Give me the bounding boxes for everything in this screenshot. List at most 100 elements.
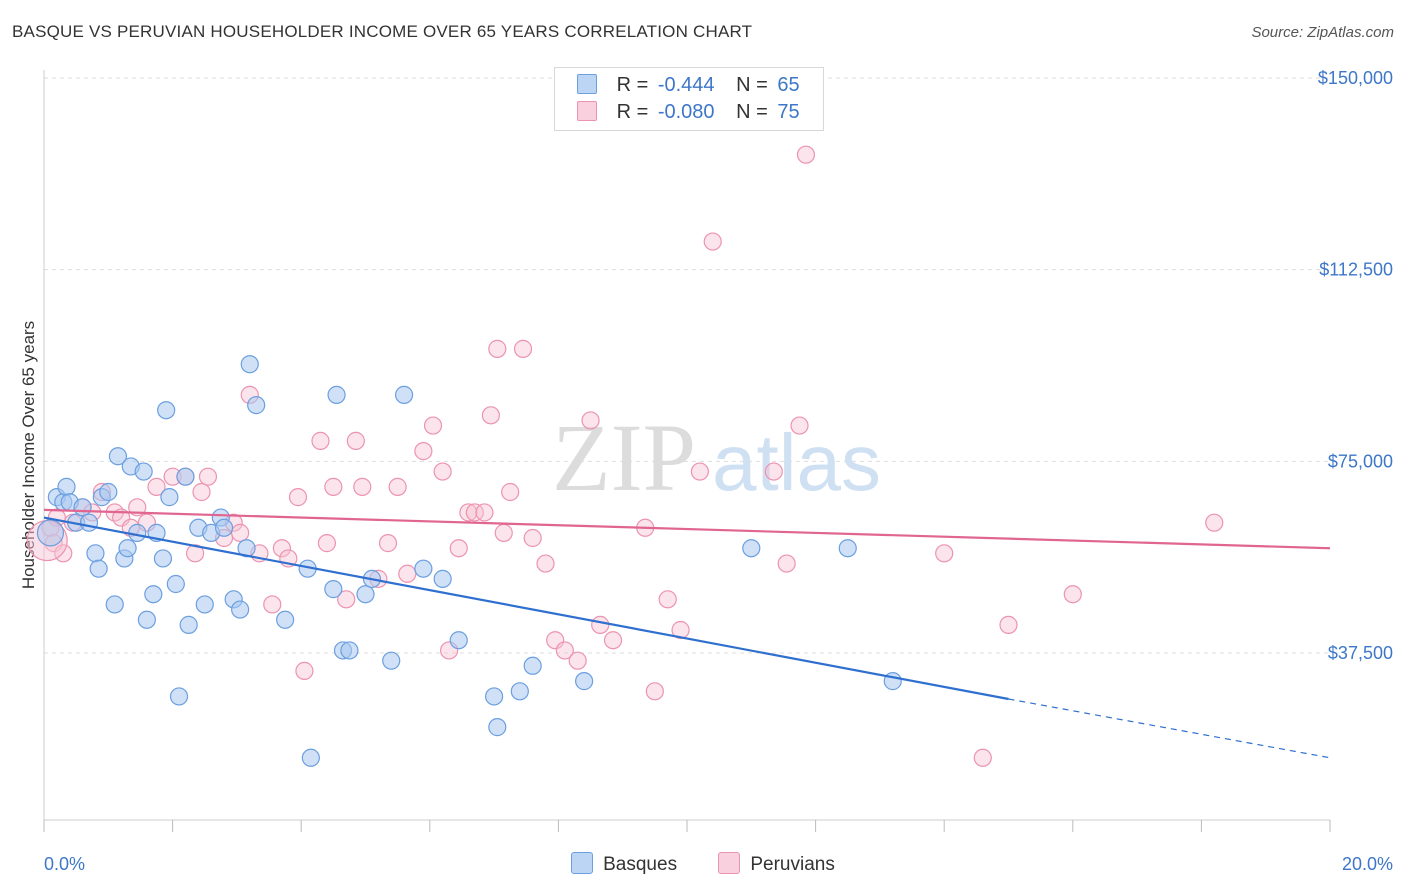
y-axis-label: Householder Income Over 65 years: [19, 321, 38, 589]
basque-point: [166, 574, 185, 594]
basque-point: [176, 467, 195, 486]
peruvian-point: [935, 544, 954, 563]
peruvian-point: [568, 651, 587, 670]
legend-r-value-basques: -0.444: [657, 74, 715, 96]
peruvian-point: [603, 631, 623, 650]
basque-point: [160, 488, 179, 507]
peruvian-point: [488, 339, 507, 358]
stats-legend: R = -0.444 N = 65 R = -0.080 N = 75: [554, 67, 824, 131]
basque-point: [394, 385, 414, 404]
peruvian-point: [459, 503, 478, 522]
y-tick-label: $112,500: [1319, 260, 1393, 280]
legend-n-value-basques: 65: [777, 74, 800, 96]
legend-item-peruvians[interactable]: Peruvians: [718, 852, 835, 876]
peruvian-point: [475, 503, 494, 522]
basque-point: [276, 610, 295, 629]
basque-point: [340, 641, 359, 660]
peruvian-point: [324, 477, 343, 496]
series-basques: [36, 355, 902, 767]
basque-point: [57, 477, 76, 496]
peruvian-point: [790, 416, 809, 435]
legend-swatch-basques: [577, 74, 597, 94]
peruvian-point: [147, 477, 166, 496]
basque-point: [179, 615, 198, 634]
legend-swatch-peruvians: [577, 101, 597, 121]
peruvian-point: [513, 339, 533, 358]
peruvian-point: [690, 462, 709, 481]
trend-lines: [43, 508, 1331, 759]
watermark: ZIP atlas: [552, 404, 881, 511]
peruvian-point: [414, 442, 433, 461]
basque-point: [523, 656, 542, 675]
legend-label-basques: Basques: [603, 854, 678, 875]
legend-n-label: N =: [736, 74, 768, 96]
basque-point: [301, 748, 320, 767]
legend-r-label: R =: [616, 74, 649, 96]
peruvian-point: [192, 482, 211, 502]
legend-swatch-peruvians: [718, 852, 741, 874]
peruvian-point: [523, 528, 542, 548]
peruvian-point: [272, 539, 292, 558]
chart-title: BASQUE VS PERUVIAN HOUSEHOLDER INCOME OV…: [12, 22, 753, 41]
basque-point: [488, 718, 507, 737]
basque-point: [99, 482, 118, 502]
basque-point: [510, 682, 529, 701]
peruvian-point: [449, 539, 468, 558]
peruvian-point: [999, 615, 1018, 634]
legend-item-basques[interactable]: Basques: [571, 852, 677, 876]
legend-n-label: N =: [736, 101, 768, 123]
basque-point: [157, 401, 176, 420]
peruvian-point: [263, 595, 282, 614]
x-tick-label-max: 20.0%: [1342, 854, 1393, 874]
peruvian-point: [581, 411, 600, 430]
basque-point: [105, 595, 124, 614]
basque-point: [382, 651, 401, 670]
peruvian-point: [388, 477, 407, 496]
peruvian-point: [353, 477, 372, 496]
legend-r-value-peruvians: -0.080: [657, 101, 715, 123]
legend-r-label: R =: [616, 101, 649, 123]
peruvian-point: [658, 590, 677, 609]
legend-label-peruvians: Peruvians: [750, 854, 835, 875]
basque-point: [169, 687, 189, 706]
peruvian-point: [591, 615, 610, 634]
basque-point: [118, 539, 137, 558]
peruvian-point: [337, 590, 356, 609]
peruvian-point: [295, 661, 314, 680]
basque-point: [108, 447, 128, 466]
basque-point: [86, 544, 105, 563]
peruvian-point: [186, 544, 205, 563]
peruvian-point: [671, 620, 690, 640]
basque-point: [247, 396, 266, 415]
peruvian-trend-line: [43, 508, 1331, 550]
peruvian-point: [346, 431, 365, 450]
watermark-atlas: atlas: [712, 418, 881, 507]
basque-point: [89, 559, 108, 578]
peruvian-point: [555, 641, 574, 660]
peruvian-point: [1063, 585, 1082, 604]
basque-point: [324, 580, 343, 599]
peruvian-point: [231, 523, 250, 542]
watermark-zip: ZIP: [552, 404, 696, 511]
peruvian-point: [398, 564, 417, 583]
basque-point: [137, 610, 156, 629]
basque-point: [742, 539, 761, 558]
peruvian-point: [465, 503, 484, 522]
basque-point: [449, 631, 468, 650]
x-tick-label-min: 0.0%: [44, 854, 85, 874]
basque-point: [485, 687, 504, 706]
basque-point: [231, 600, 250, 619]
y-tick-label: $75,000: [1328, 451, 1393, 471]
peruvian-point: [536, 554, 555, 573]
peruvian-point: [433, 462, 452, 481]
peruvian-point: [317, 534, 337, 553]
peruvian-point: [198, 467, 218, 486]
basque-point: [79, 513, 99, 532]
x-axis-ticks: [43, 820, 1331, 832]
legend-n-value-peruvians: 75: [777, 101, 800, 123]
peruvian-point: [796, 145, 816, 164]
y-axis-tick-labels: $37,500 $75,000 $112,500 $150,000: [1318, 68, 1393, 663]
peruvian-point: [1205, 513, 1224, 532]
peruvian-point: [423, 416, 443, 435]
